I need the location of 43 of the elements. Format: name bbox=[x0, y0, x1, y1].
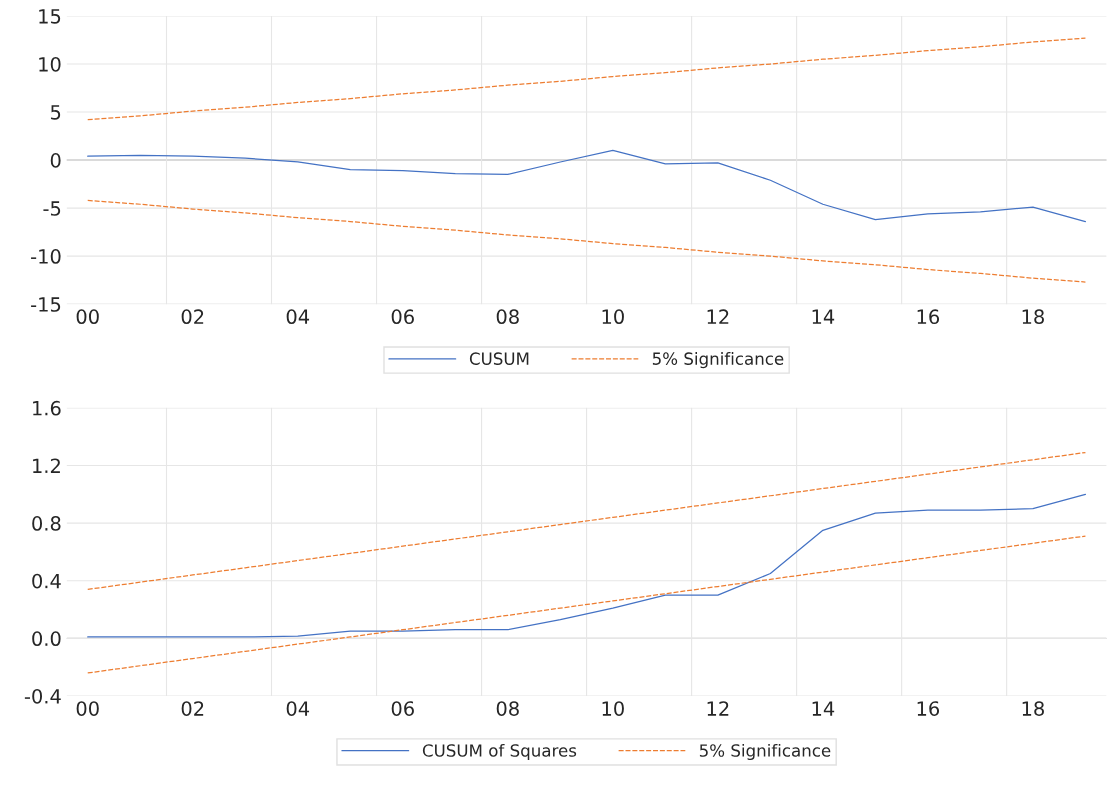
y-tick-label: -0.4 bbox=[24, 688, 61, 704]
x-tick-label: 00 bbox=[76, 309, 99, 325]
x-tick-label: 16 bbox=[917, 701, 940, 716]
line-series bbox=[87, 149, 1087, 223]
x-tick-label: 04 bbox=[286, 309, 310, 325]
x-tick-label: 10 bbox=[602, 701, 624, 716]
x-tick-label: 14 bbox=[812, 701, 835, 716]
x-tick-label: 08 bbox=[496, 701, 519, 716]
x-tick-label: 02 bbox=[181, 309, 204, 325]
y-tick-label: -5 bbox=[43, 201, 61, 216]
line-series bbox=[87, 493, 1087, 638]
y-tick-label: 1.6 bbox=[33, 400, 61, 416]
legend-label: 5% Significance bbox=[699, 743, 831, 761]
x-tick-label: 00 bbox=[76, 701, 99, 716]
x-tick-label: 18 bbox=[1022, 701, 1044, 716]
x-tick-label: 14 bbox=[812, 309, 835, 324]
y-tick-label: -10 bbox=[31, 249, 61, 264]
line-series bbox=[87, 535, 1087, 674]
x-tick-label: 18 bbox=[1022, 309, 1044, 325]
y-tick-label: 0.0 bbox=[32, 631, 61, 647]
y-tick-label: 15 bbox=[39, 9, 61, 24]
legend-label: CUSUM bbox=[469, 352, 529, 365]
legend-label: 5% Significance bbox=[652, 352, 784, 369]
x-tick-label: 06 bbox=[391, 309, 414, 325]
x-tick-label: 08 bbox=[496, 309, 519, 325]
legend-label: CUSUM of Squares bbox=[422, 743, 577, 761]
y-tick-label: 5 bbox=[50, 105, 61, 120]
y-tick-label: -15 bbox=[31, 297, 61, 312]
line-series bbox=[87, 451, 1087, 591]
x-tick-label: 06 bbox=[391, 701, 414, 716]
x-tick-label: 12 bbox=[707, 309, 729, 324]
x-tick-label: 04 bbox=[286, 701, 310, 716]
x-tick-label: 12 bbox=[707, 701, 729, 716]
x-tick-label: 16 bbox=[917, 309, 940, 325]
x-tick-label: 02 bbox=[181, 701, 204, 716]
y-tick-label: 10 bbox=[39, 56, 61, 72]
y-tick-label: 0.8 bbox=[32, 516, 61, 531]
x-tick-label: 10 bbox=[602, 309, 624, 325]
y-tick-label: 1.2 bbox=[33, 458, 60, 473]
line-series bbox=[87, 199, 1087, 283]
y-tick-label: 0.4 bbox=[32, 573, 61, 589]
line-series bbox=[87, 37, 1087, 121]
y-tick-label: 0 bbox=[50, 153, 61, 168]
